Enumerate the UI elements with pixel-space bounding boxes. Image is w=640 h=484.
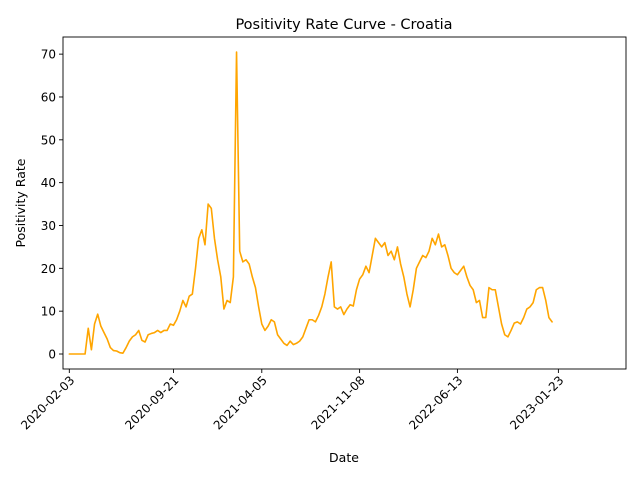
x-tick-label: 2020-02-03 bbox=[18, 373, 77, 432]
x-tick-label: 2021-04-05 bbox=[211, 373, 270, 432]
series-group bbox=[68, 51, 553, 355]
y-tick-label: 40 bbox=[41, 176, 56, 190]
chart-title: Positivity Rate Curve - Croatia bbox=[235, 17, 452, 33]
y-tick-label: 60 bbox=[41, 90, 56, 104]
x-tick-label: 2021-11-08 bbox=[309, 373, 368, 432]
axes-group: 0 10 20 30 40 50 60 70 2020-02-03 2020-09-21 2021-… bbox=[18, 48, 566, 433]
plot-frame bbox=[62, 36, 627, 370]
x-tick-label: 2023-01-23 bbox=[507, 373, 566, 432]
x-tick-label: 2020-09-21 bbox=[122, 373, 181, 432]
y-tick-label: 30 bbox=[41, 219, 56, 233]
y-tick-label: 70 bbox=[41, 48, 56, 62]
x-tick-label: 2022-06-13 bbox=[406, 373, 465, 432]
series-line bbox=[68, 51, 553, 355]
y-tick-label: 0 bbox=[48, 348, 56, 362]
y-tick-label: 10 bbox=[41, 305, 56, 319]
y-tick-label: 50 bbox=[41, 133, 56, 147]
y-tick-label: 20 bbox=[41, 262, 56, 276]
x-axis-label: Date bbox=[329, 450, 359, 465]
y-axis-label: Positivity Rate bbox=[13, 158, 28, 247]
